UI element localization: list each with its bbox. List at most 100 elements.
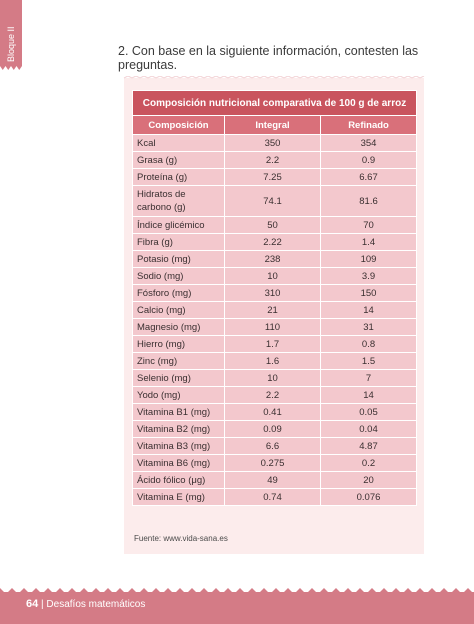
- table-row: Hidratos de carbono (g) 74.1 81.6: [132, 185, 418, 217]
- refinado-value: 81.6: [319, 185, 418, 217]
- refinado-value: 70: [319, 216, 418, 234]
- refinado-value: 1.5: [319, 352, 418, 370]
- refinado-value: 150: [319, 284, 418, 302]
- integral-value: 238: [224, 250, 321, 268]
- row-label: Vitamina B6 (mg): [132, 454, 225, 472]
- table-row: Vitamina B1 (mg) 0.41 0.05: [132, 403, 418, 421]
- row-label: Grasa (g): [132, 151, 225, 169]
- integral-value: 2.2: [224, 151, 321, 169]
- table-row: Kcal 350 354: [132, 134, 418, 152]
- row-label: Calcio (mg): [132, 301, 225, 319]
- table-row: Selenio (mg) 10 7: [132, 369, 418, 387]
- refinado-value: 6.67: [319, 168, 418, 186]
- integral-value: 50: [224, 216, 321, 234]
- refinado-value: 14: [319, 386, 418, 404]
- refinado-value: 0.2: [319, 454, 418, 472]
- integral-value: 7.25: [224, 168, 321, 186]
- table-row: Fibra (g) 2.22 1.4: [132, 233, 418, 251]
- table-row: Grasa (g) 2.2 0.9: [132, 151, 418, 169]
- nutrition-table: Composición nutricional comparativa de 1…: [131, 90, 418, 506]
- integral-value: 74.1: [224, 185, 321, 217]
- integral-value: 10: [224, 267, 321, 285]
- table-row: Vitamina E (mg) 0.74 0.076: [132, 488, 418, 506]
- integral-value: 10: [224, 369, 321, 387]
- table-body: Kcal 350 354 Grasa (g) 2.2 0.9 Proteína (g) 7.2…: [132, 134, 418, 506]
- block-label: Bloque II: [6, 26, 16, 62]
- refinado-value: 31: [319, 318, 418, 336]
- integral-value: 2.2: [224, 386, 321, 404]
- row-label: Hierro (mg): [132, 335, 225, 353]
- refinado-value: 3.9: [319, 267, 418, 285]
- table-row: Vitamina B3 (mg) 6.6 4.87: [132, 437, 418, 455]
- integral-value: 2.22: [224, 233, 321, 251]
- integral-value: 0.41: [224, 403, 321, 421]
- refinado-value: 0.05: [319, 403, 418, 421]
- refinado-value: 7: [319, 369, 418, 387]
- refinado-value: 20: [319, 471, 418, 489]
- table-row: Ácido fólico (μg) 49 20: [132, 471, 418, 489]
- refinado-value: 109: [319, 250, 418, 268]
- integral-value: 1.6: [224, 352, 321, 370]
- integral-value: 0.74: [224, 488, 321, 506]
- integral-value: 1.7: [224, 335, 321, 353]
- column-header-refinado: Refinado: [319, 115, 418, 135]
- table-row: Fósforo (mg) 310 150: [132, 284, 418, 302]
- table-row: Yodo (mg) 2.2 14: [132, 386, 418, 404]
- refinado-value: 0.076: [319, 488, 418, 506]
- table-row: Vitamina B6 (mg) 0.275 0.2: [132, 454, 418, 472]
- integral-value: 350: [224, 134, 321, 152]
- table-row: Índice glicémico 50 70: [132, 216, 418, 234]
- row-label: Zinc (mg): [132, 352, 225, 370]
- table-row: Hierro (mg) 1.7 0.8: [132, 335, 418, 353]
- table-row: Magnesio (mg) 110 31: [132, 318, 418, 336]
- row-label: Sodio (mg): [132, 267, 225, 285]
- row-label: Vitamina B1 (mg): [132, 403, 225, 421]
- integral-value: 110: [224, 318, 321, 336]
- source-note: Fuente: www.vida-sana.es: [134, 534, 228, 543]
- row-label: Vitamina B3 (mg): [132, 437, 225, 455]
- refinado-value: 354: [319, 134, 418, 152]
- row-label: Vitamina E (mg): [132, 488, 225, 506]
- row-label: Yodo (mg): [132, 386, 225, 404]
- refinado-value: 4.87: [319, 437, 418, 455]
- row-label: Vitamina B2 (mg): [132, 420, 225, 438]
- side-tab: [0, 0, 22, 64]
- row-label: Fibra (g): [132, 233, 225, 251]
- table-row: Calcio (mg) 21 14: [132, 301, 418, 319]
- integral-value: 6.6: [224, 437, 321, 455]
- refinado-value: 14: [319, 301, 418, 319]
- refinado-value: 0.9: [319, 151, 418, 169]
- page-number: 64: [26, 598, 39, 610]
- integral-value: 0.275: [224, 454, 321, 472]
- integral-value: 310: [224, 284, 321, 302]
- footer-separator: |: [41, 599, 44, 610]
- side-tab-zigzag: [0, 62, 22, 70]
- row-label: Hidratos de carbono (g): [132, 185, 225, 217]
- question-text: 2. Con base en la siguiente información,…: [118, 44, 419, 72]
- row-label: Potasio (mg): [132, 250, 225, 268]
- table-row: Zinc (mg) 1.6 1.5: [132, 352, 418, 370]
- row-label: Proteína (g): [132, 168, 225, 186]
- refinado-value: 0.04: [319, 420, 418, 438]
- table-title: Composición nutricional comparativa de 1…: [131, 90, 418, 116]
- row-label: Kcal: [132, 134, 225, 152]
- integral-value: 0.09: [224, 420, 321, 438]
- column-header-integral: Integral: [224, 115, 321, 135]
- row-label: Fósforo (mg): [132, 284, 225, 302]
- row-label: Índice glicémico: [132, 216, 225, 234]
- refinado-value: 1.4: [319, 233, 418, 251]
- integral-value: 49: [224, 471, 321, 489]
- refinado-value: 0.8: [319, 335, 418, 353]
- row-label: Selenio (mg): [132, 369, 225, 387]
- table-row: Potasio (mg) 238 109: [132, 250, 418, 268]
- column-header-composicion: Composición: [132, 115, 225, 135]
- footer: 64 | Desafíos matemáticos: [26, 598, 145, 610]
- nutrition-table-wrapper: Composición nutricional comparativa de 1…: [131, 90, 418, 506]
- row-label: Magnesio (mg): [132, 318, 225, 336]
- integral-value: 21: [224, 301, 321, 319]
- table-row: Proteína (g) 7.25 6.67: [132, 168, 418, 186]
- table-row: Vitamina B2 (mg) 0.09 0.04: [132, 420, 418, 438]
- footer-band: [0, 592, 474, 624]
- row-label: Ácido fólico (μg): [132, 471, 225, 489]
- table-row: Sodio (mg) 10 3.9: [132, 267, 418, 285]
